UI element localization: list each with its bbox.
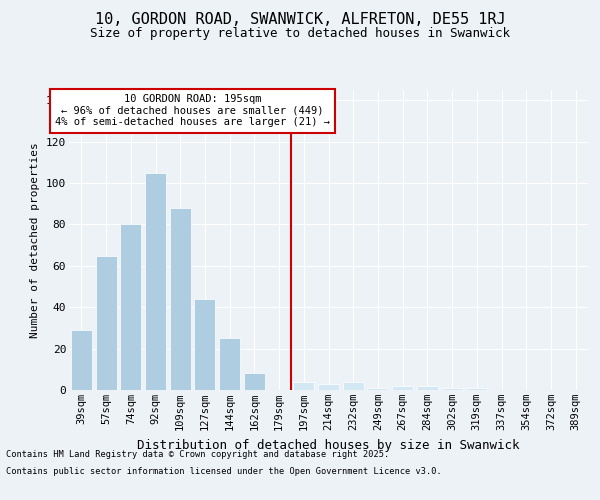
Text: 10 GORDON ROAD: 195sqm
← 96% of detached houses are smaller (449)
4% of semi-det: 10 GORDON ROAD: 195sqm ← 96% of detached…	[55, 94, 330, 128]
Text: Contains public sector information licensed under the Open Government Licence v3: Contains public sector information licen…	[6, 468, 442, 476]
Text: Size of property relative to detached houses in Swanwick: Size of property relative to detached ho…	[90, 28, 510, 40]
Bar	[417, 386, 438, 390]
X-axis label: Distribution of detached houses by size in Swanwick: Distribution of detached houses by size …	[137, 438, 520, 452]
Bar	[120, 224, 141, 390]
Bar	[367, 388, 388, 390]
Bar	[219, 338, 240, 390]
Text: Contains HM Land Registry data © Crown copyright and database right 2025.: Contains HM Land Registry data © Crown c…	[6, 450, 389, 459]
Bar	[466, 388, 487, 390]
Bar	[293, 382, 314, 390]
Y-axis label: Number of detached properties: Number of detached properties	[31, 142, 40, 338]
Bar	[343, 382, 364, 390]
Text: 10, GORDON ROAD, SWANWICK, ALFRETON, DE55 1RJ: 10, GORDON ROAD, SWANWICK, ALFRETON, DE5…	[95, 12, 505, 28]
Bar	[318, 384, 339, 390]
Bar	[194, 299, 215, 390]
Bar	[442, 388, 463, 390]
Bar	[392, 386, 413, 390]
Bar	[170, 208, 191, 390]
Bar	[145, 173, 166, 390]
Bar	[244, 374, 265, 390]
Bar	[71, 330, 92, 390]
Bar	[95, 256, 116, 390]
